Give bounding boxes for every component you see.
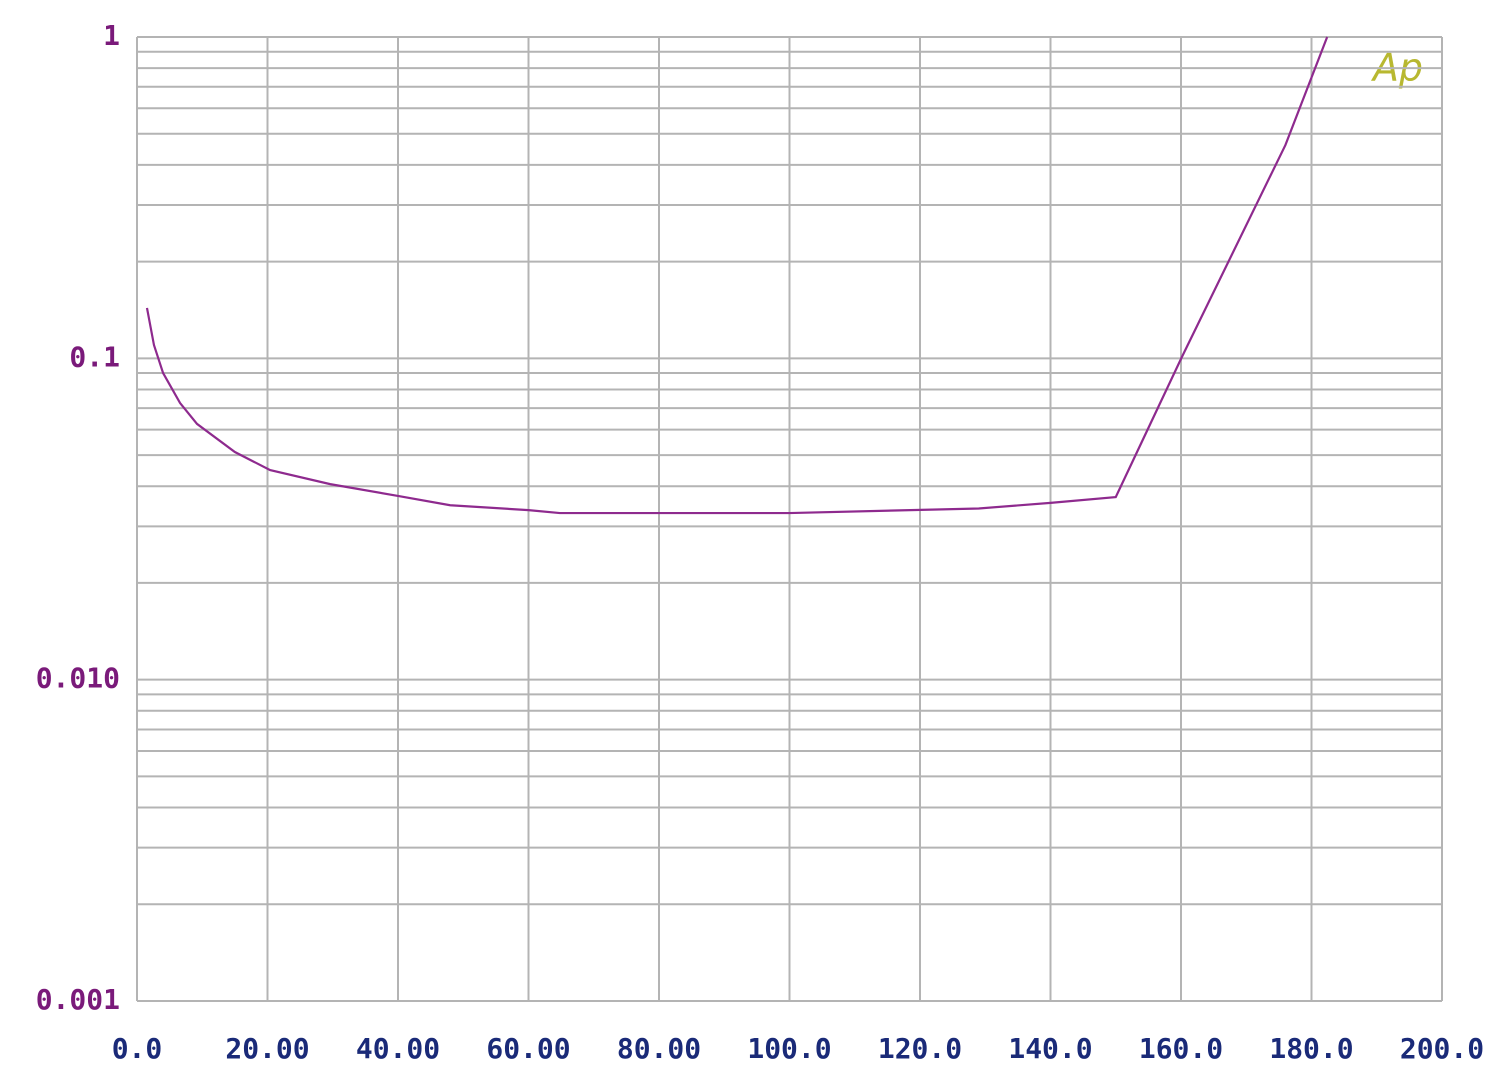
x-tick-label: 200.0 — [1400, 1032, 1484, 1065]
x-tick-label: 180.0 — [1269, 1032, 1353, 1065]
x-tick-label: 160.0 — [1139, 1032, 1223, 1065]
x-tick-label: 0.0 — [112, 1032, 163, 1065]
y-tick-label: 0.1 — [69, 340, 120, 373]
x-tick-label: 120.0 — [878, 1032, 962, 1065]
x-tick-label: 80.00 — [617, 1032, 701, 1065]
y-tick-label: 0.001 — [36, 983, 120, 1016]
x-tick-label: 60.00 — [486, 1032, 570, 1065]
data-line — [145, 36, 1329, 515]
x-tick-label: 100.0 — [747, 1032, 831, 1065]
y-tick-label: 1 — [103, 19, 120, 52]
y-tick-label: 0.010 — [36, 662, 120, 695]
x-tick-label: 40.00 — [356, 1032, 440, 1065]
x-tick-label: 140.0 — [1008, 1032, 1092, 1065]
x-tick-label: 20.00 — [225, 1032, 309, 1065]
